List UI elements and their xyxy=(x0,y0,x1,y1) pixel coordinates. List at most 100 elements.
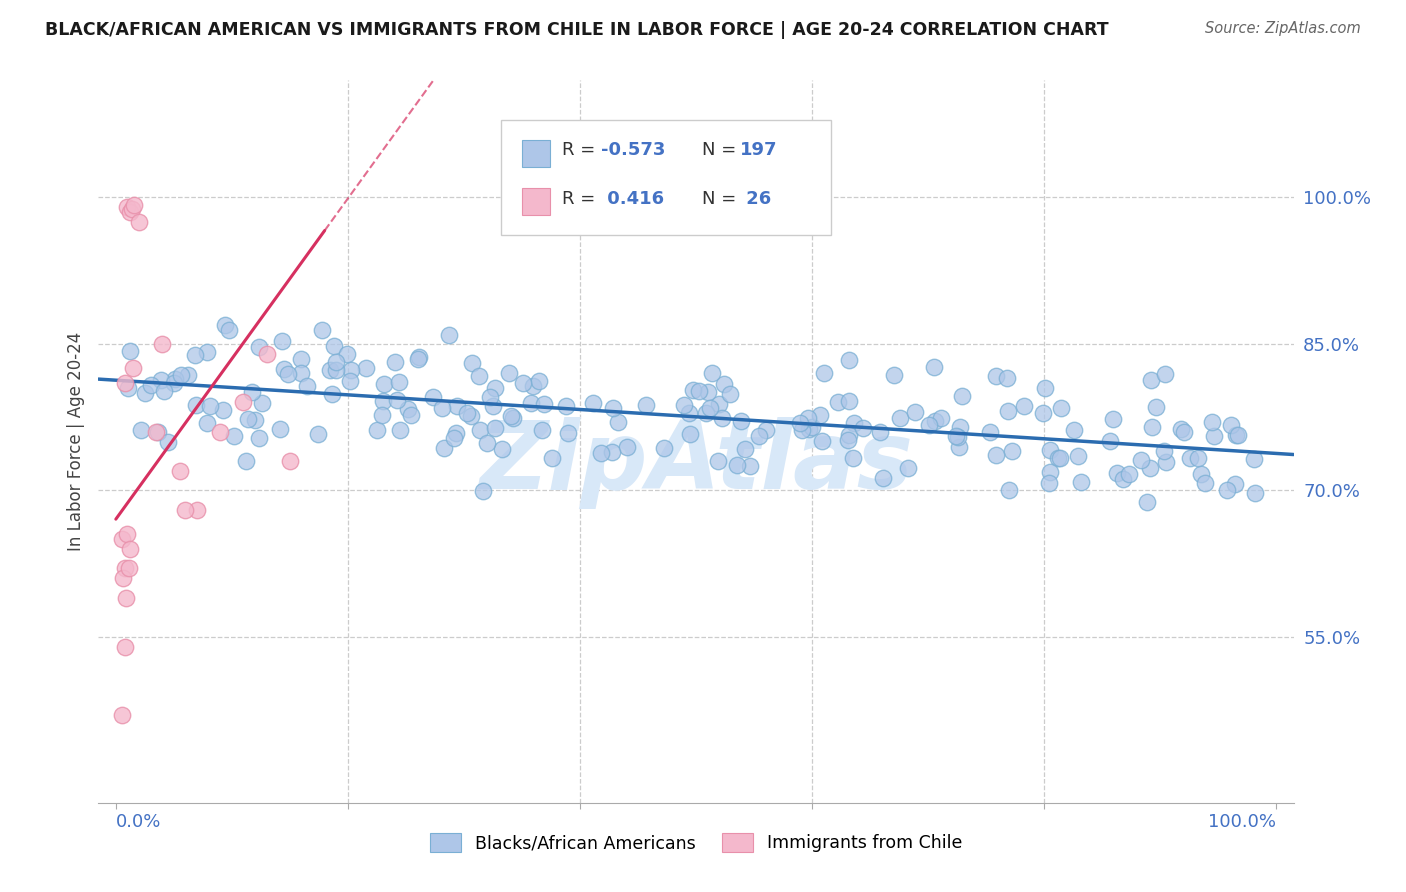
Point xyxy=(652,442,675,456)
Text: R =: R = xyxy=(561,190,600,208)
Point xyxy=(186,398,208,412)
Point xyxy=(897,461,920,475)
Point xyxy=(256,346,278,360)
Text: R =: R = xyxy=(561,141,600,159)
Point xyxy=(531,423,554,437)
Point xyxy=(1070,475,1092,490)
Point xyxy=(373,394,395,409)
Point xyxy=(121,202,143,216)
Point xyxy=(1153,444,1175,458)
Point xyxy=(124,198,146,212)
Point xyxy=(602,401,624,416)
Point xyxy=(678,406,700,420)
Point xyxy=(1050,401,1073,415)
Point xyxy=(1154,367,1177,381)
Point xyxy=(366,423,388,437)
Point xyxy=(949,420,972,434)
Point xyxy=(250,396,273,410)
Point xyxy=(340,363,363,377)
Point xyxy=(922,359,945,374)
Point xyxy=(240,385,263,400)
Point xyxy=(1038,475,1060,490)
Point xyxy=(468,369,491,384)
Point xyxy=(952,389,974,403)
Point xyxy=(170,368,193,383)
Point xyxy=(837,433,859,447)
Point xyxy=(307,426,329,441)
Point xyxy=(408,350,430,364)
Point xyxy=(1032,406,1054,420)
Point xyxy=(114,640,136,654)
Point xyxy=(117,527,139,541)
Point xyxy=(479,390,502,404)
Point xyxy=(221,855,243,869)
Point xyxy=(371,408,394,422)
Point xyxy=(997,483,1019,497)
Point xyxy=(1144,401,1167,415)
Point xyxy=(1219,417,1241,432)
Point xyxy=(145,425,167,439)
Point xyxy=(1001,443,1024,458)
Point xyxy=(997,403,1019,417)
Point xyxy=(512,376,534,391)
Point xyxy=(1118,467,1140,482)
Point xyxy=(1189,467,1212,482)
Point xyxy=(446,400,468,414)
Point xyxy=(235,454,257,468)
Point xyxy=(918,418,941,433)
Point xyxy=(1226,428,1249,442)
Point xyxy=(533,397,555,411)
Point xyxy=(945,428,967,442)
Point xyxy=(718,386,741,401)
Point xyxy=(502,411,524,425)
Point xyxy=(385,392,408,407)
Point xyxy=(437,328,460,343)
Point xyxy=(1243,451,1265,466)
Point xyxy=(111,571,134,585)
Point xyxy=(1187,451,1209,466)
Point xyxy=(295,379,318,393)
Text: N =: N = xyxy=(702,141,742,159)
Point xyxy=(484,421,506,435)
Point xyxy=(1173,425,1195,439)
Point xyxy=(134,386,156,401)
Point xyxy=(198,399,221,413)
Point xyxy=(150,337,173,351)
Point xyxy=(606,415,628,429)
Point xyxy=(1111,472,1133,486)
Point xyxy=(460,356,482,370)
Point xyxy=(319,363,342,377)
Text: 0.416: 0.416 xyxy=(600,190,664,208)
Point xyxy=(557,425,579,440)
Point xyxy=(697,384,720,399)
Text: BLACK/AFRICAN AMERICAN VS IMMIGRANTS FROM CHILE IN LABOR FORCE | AGE 20-24 CORRE: BLACK/AFRICAN AMERICAN VS IMMIGRANTS FRO… xyxy=(45,21,1108,39)
Point xyxy=(153,384,176,398)
Point xyxy=(706,454,728,468)
Point xyxy=(1216,483,1239,498)
Point xyxy=(277,367,299,381)
Point xyxy=(813,366,835,380)
Point xyxy=(1039,465,1062,479)
Point xyxy=(948,440,970,454)
Point xyxy=(491,442,513,457)
Point xyxy=(218,323,240,337)
Point xyxy=(679,426,702,441)
Text: ZipAtlas: ZipAtlas xyxy=(479,417,912,509)
Point xyxy=(869,425,891,440)
Point xyxy=(339,374,361,388)
Point xyxy=(924,414,946,428)
Point xyxy=(183,348,205,362)
Point xyxy=(1225,477,1247,491)
Point xyxy=(688,384,710,398)
Point xyxy=(842,416,865,430)
Point xyxy=(373,377,395,392)
Point xyxy=(1067,449,1090,463)
Point xyxy=(1178,450,1201,465)
Point xyxy=(114,561,136,575)
Point xyxy=(222,429,245,443)
Point xyxy=(554,399,576,413)
Point xyxy=(163,372,186,386)
Point xyxy=(118,205,141,219)
Point xyxy=(1136,495,1159,509)
Point xyxy=(290,366,312,380)
